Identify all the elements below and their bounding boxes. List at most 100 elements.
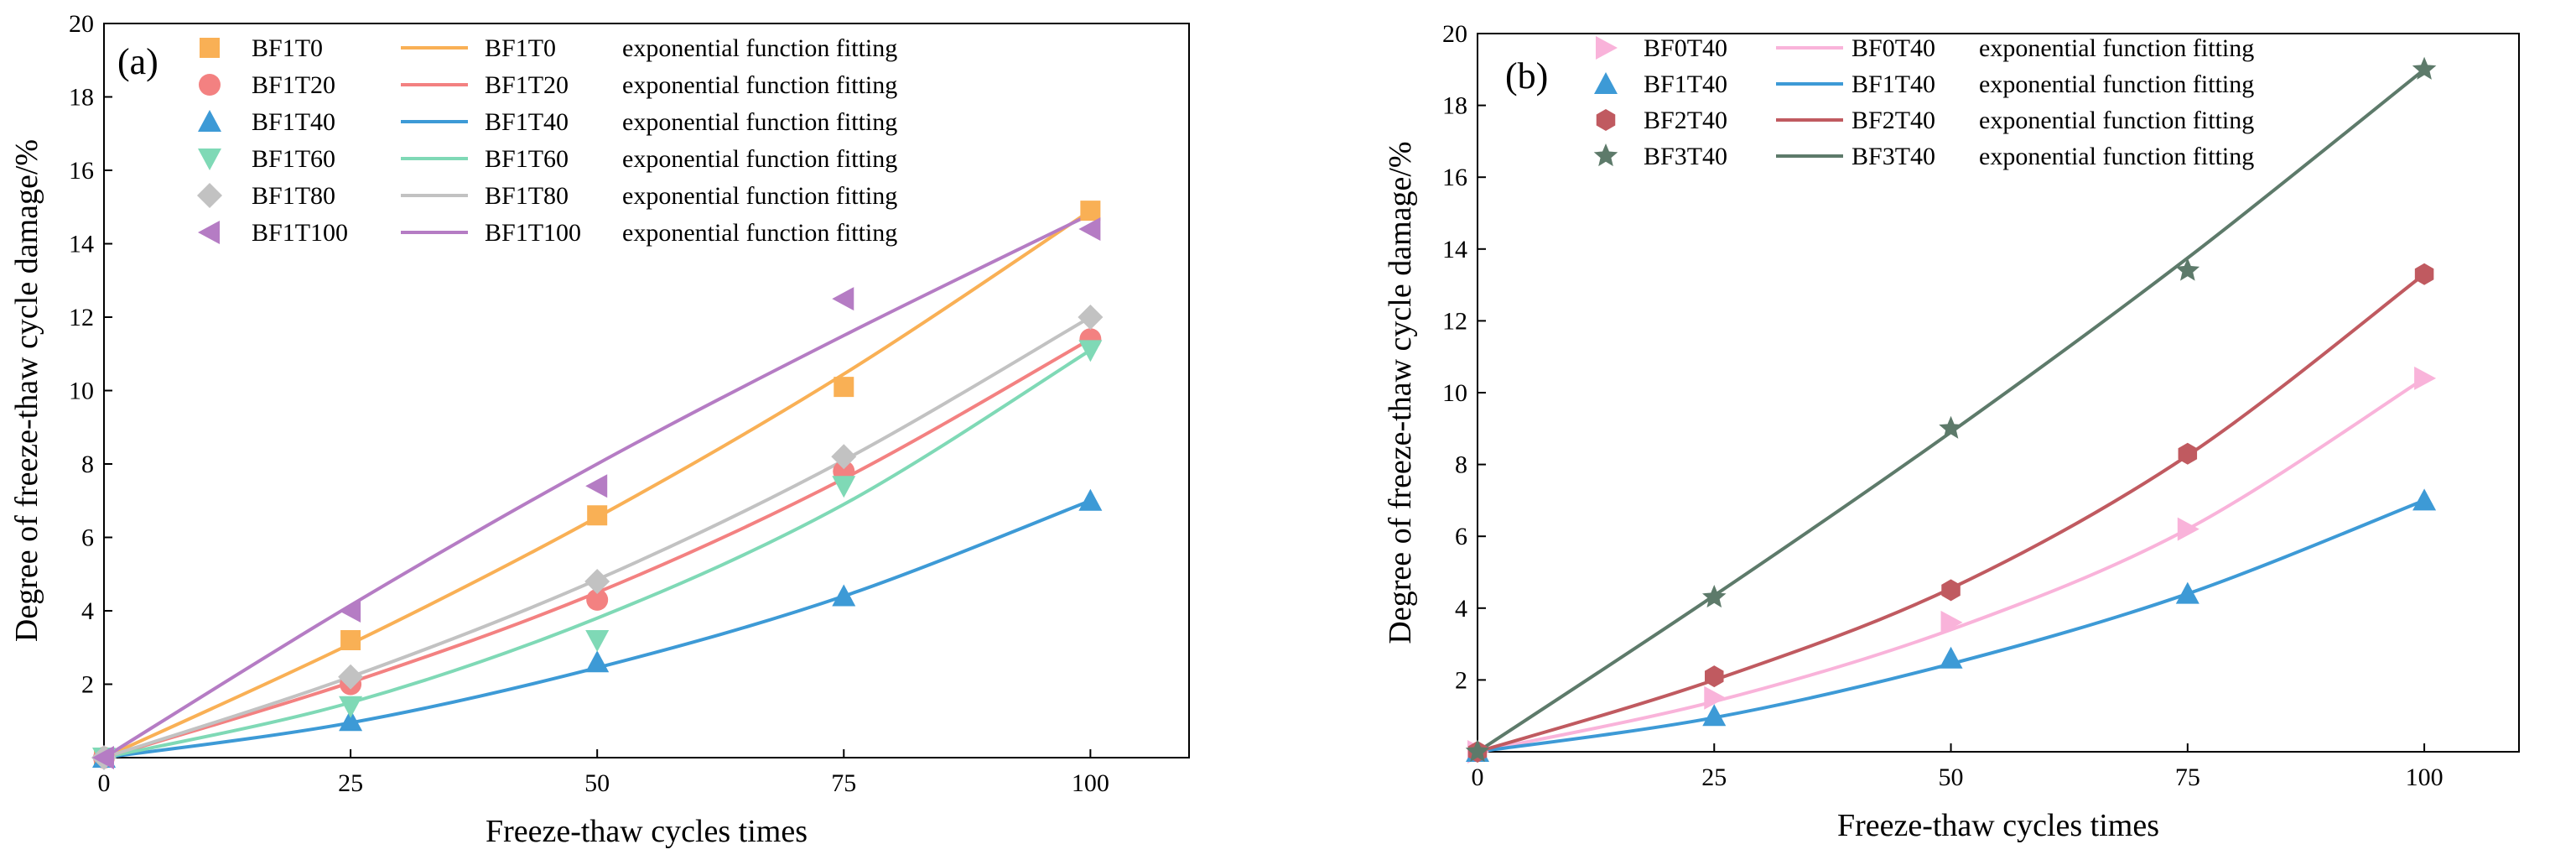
y-tick-label: 6 bbox=[1455, 523, 1467, 550]
legend-fit-name: BF1T80 bbox=[485, 182, 569, 210]
legend-series-name: BF2T40 bbox=[1644, 107, 1727, 134]
x-tick-label: 100 bbox=[1072, 769, 1109, 797]
legend-marker-bf1t40 bbox=[198, 110, 221, 132]
fit-line-bf1t60 bbox=[103, 348, 1092, 759]
data-point-bf1t40 bbox=[339, 709, 363, 732]
data-point-bf1t0 bbox=[340, 630, 361, 650]
data-point-bf1t40 bbox=[832, 584, 856, 607]
legend-marker-bf1t80 bbox=[197, 183, 222, 208]
data-point-bf3t40 bbox=[2412, 56, 2437, 80]
y-tick-label: 14 bbox=[1442, 236, 1467, 263]
panel-label: (a) bbox=[117, 41, 158, 82]
data-point-bf1t60 bbox=[585, 630, 610, 652]
y-tick-label: 16 bbox=[69, 157, 94, 185]
legend-fit-name: BF0T40 bbox=[1852, 34, 1935, 62]
data-point-bf1t40 bbox=[1939, 646, 1963, 669]
data-point-bf1t100 bbox=[585, 474, 608, 498]
legend-marker-bf1t0 bbox=[200, 38, 220, 58]
data-point-bf0t40 bbox=[1940, 610, 1963, 634]
legend-fit-suffix: exponential function fitting bbox=[622, 145, 897, 173]
legend-fit-name: BF1T40 bbox=[485, 108, 569, 136]
legend-fit-name: BF3T40 bbox=[1852, 143, 1935, 170]
data-point-bf1t100 bbox=[832, 287, 854, 311]
legend-fit-name: BF2T40 bbox=[1852, 107, 1935, 134]
y-tick-label: 2 bbox=[81, 671, 94, 699]
legend-series-name: BF1T40 bbox=[1644, 70, 1727, 98]
y-tick-label: 12 bbox=[1442, 307, 1467, 335]
x-tick-label: 100 bbox=[2406, 764, 2444, 791]
legend-marker-bf1t20 bbox=[199, 74, 221, 96]
legend-fit-name: BF1T20 bbox=[485, 71, 569, 99]
legend-fit-name: BF1T100 bbox=[485, 219, 581, 247]
data-point-bf1t80 bbox=[1078, 305, 1104, 330]
legend-series-name: BF1T20 bbox=[252, 71, 335, 99]
legend-series-name: BF1T40 bbox=[252, 108, 335, 136]
y-tick-label: 8 bbox=[81, 451, 94, 478]
fit-line-bf1t20 bbox=[103, 337, 1092, 759]
legend-marker-bf3t40 bbox=[1593, 143, 1618, 167]
legend-series-name: BF0T40 bbox=[1644, 34, 1727, 62]
y-tick-label: 12 bbox=[69, 304, 94, 331]
data-point-bf1t0 bbox=[834, 377, 854, 398]
x-tick-label: 50 bbox=[1939, 764, 1964, 791]
y-tick-label: 18 bbox=[69, 84, 94, 112]
legend: BF1T0 BF1T0 exponential function fitting BF… bbox=[197, 34, 897, 247]
data-point-bf2t40 bbox=[1705, 665, 1724, 688]
legend-fit-suffix: exponential function fitting bbox=[622, 34, 897, 62]
legend-fit-suffix: exponential function fitting bbox=[622, 182, 897, 210]
y-tick-label: 2 bbox=[1455, 666, 1467, 694]
legend-series-name: BF1T100 bbox=[252, 219, 348, 247]
data-point-bf1t20 bbox=[586, 588, 609, 611]
data-point-bf3t40 bbox=[2175, 258, 2200, 281]
data-point-bf0t40 bbox=[2414, 366, 2437, 390]
x-tick-label: 75 bbox=[831, 769, 856, 797]
y-tick-label: 20 bbox=[69, 10, 94, 38]
x-tick-label: 0 bbox=[98, 769, 111, 797]
legend-fit-suffix: exponential function fitting bbox=[1979, 143, 2254, 170]
data-point-bf1t0 bbox=[1080, 201, 1101, 222]
x-tick-label: 25 bbox=[338, 769, 363, 797]
data-point-bf1t40 bbox=[2412, 488, 2437, 511]
plot-frame bbox=[1477, 33, 2520, 753]
data-point-bf1t80 bbox=[338, 664, 364, 690]
legend-fit-suffix: exponential function fitting bbox=[1979, 107, 2254, 134]
data-point-bf2t40 bbox=[2178, 442, 2198, 465]
data-point-bf3t40 bbox=[1465, 739, 1490, 763]
panel-label: (b) bbox=[1505, 55, 1548, 96]
legend-marker-bf1t100 bbox=[198, 221, 220, 244]
y-axis-title: Degree of freeze-thaw cycle damage/% bbox=[1383, 141, 1418, 644]
fit-line-bf1t40 bbox=[103, 498, 1092, 759]
legend-fit-suffix: exponential function fitting bbox=[1979, 70, 2254, 98]
data-point-bf2t40 bbox=[1941, 579, 1961, 602]
legend-marker-bf0t40 bbox=[1596, 36, 1618, 60]
data-point-bf1t60 bbox=[832, 476, 856, 498]
y-tick-label: 4 bbox=[81, 597, 94, 625]
data-point-bf1t60 bbox=[1078, 340, 1103, 362]
data-point-bf1t0 bbox=[587, 505, 608, 526]
panel-b: 0 25 50 75 100 2 4 6 8 10 12 14 16 18 20 Freeze-thaw cy… bbox=[1383, 20, 2520, 843]
fit-line-bf1t100 bbox=[102, 212, 1092, 759]
x-tick-label: 75 bbox=[2175, 764, 2200, 791]
y-tick-label: 4 bbox=[1455, 595, 1467, 623]
x-axis-title: Freeze-thaw cycles times bbox=[486, 814, 808, 849]
data-point-bf1t40 bbox=[1702, 704, 1727, 727]
panel-a: 0 25 50 75 100 2 4 6 8 10 12 14 16 18 20 Freeze-thaw cy… bbox=[9, 10, 1190, 849]
x-tick-label: 25 bbox=[1701, 764, 1727, 791]
legend-marker-bf2t40 bbox=[1596, 109, 1616, 131]
data-point-bf1t100 bbox=[1078, 217, 1101, 241]
legend-fit-name: BF1T40 bbox=[1852, 70, 1935, 98]
legend-fit-suffix: exponential function fitting bbox=[622, 219, 897, 247]
data-point-bf3t40 bbox=[1939, 415, 1963, 439]
data-point-bf0t40 bbox=[2177, 517, 2199, 541]
data-point-bf1t80 bbox=[831, 444, 857, 470]
x-tick-label: 50 bbox=[584, 769, 610, 797]
y-axis-title: Degree of freeze-thaw cycle damage/% bbox=[9, 139, 44, 642]
legend-series-name: BF3T40 bbox=[1644, 143, 1727, 170]
legend-series-name: BF1T60 bbox=[252, 145, 335, 173]
data-point-bf1t80 bbox=[584, 569, 610, 594]
y-tick-label: 10 bbox=[69, 378, 94, 405]
x-tick-label: 0 bbox=[1472, 764, 1484, 791]
legend-marker-bf1t40 bbox=[1594, 72, 1618, 94]
data-point-bf1t40 bbox=[2175, 581, 2199, 604]
